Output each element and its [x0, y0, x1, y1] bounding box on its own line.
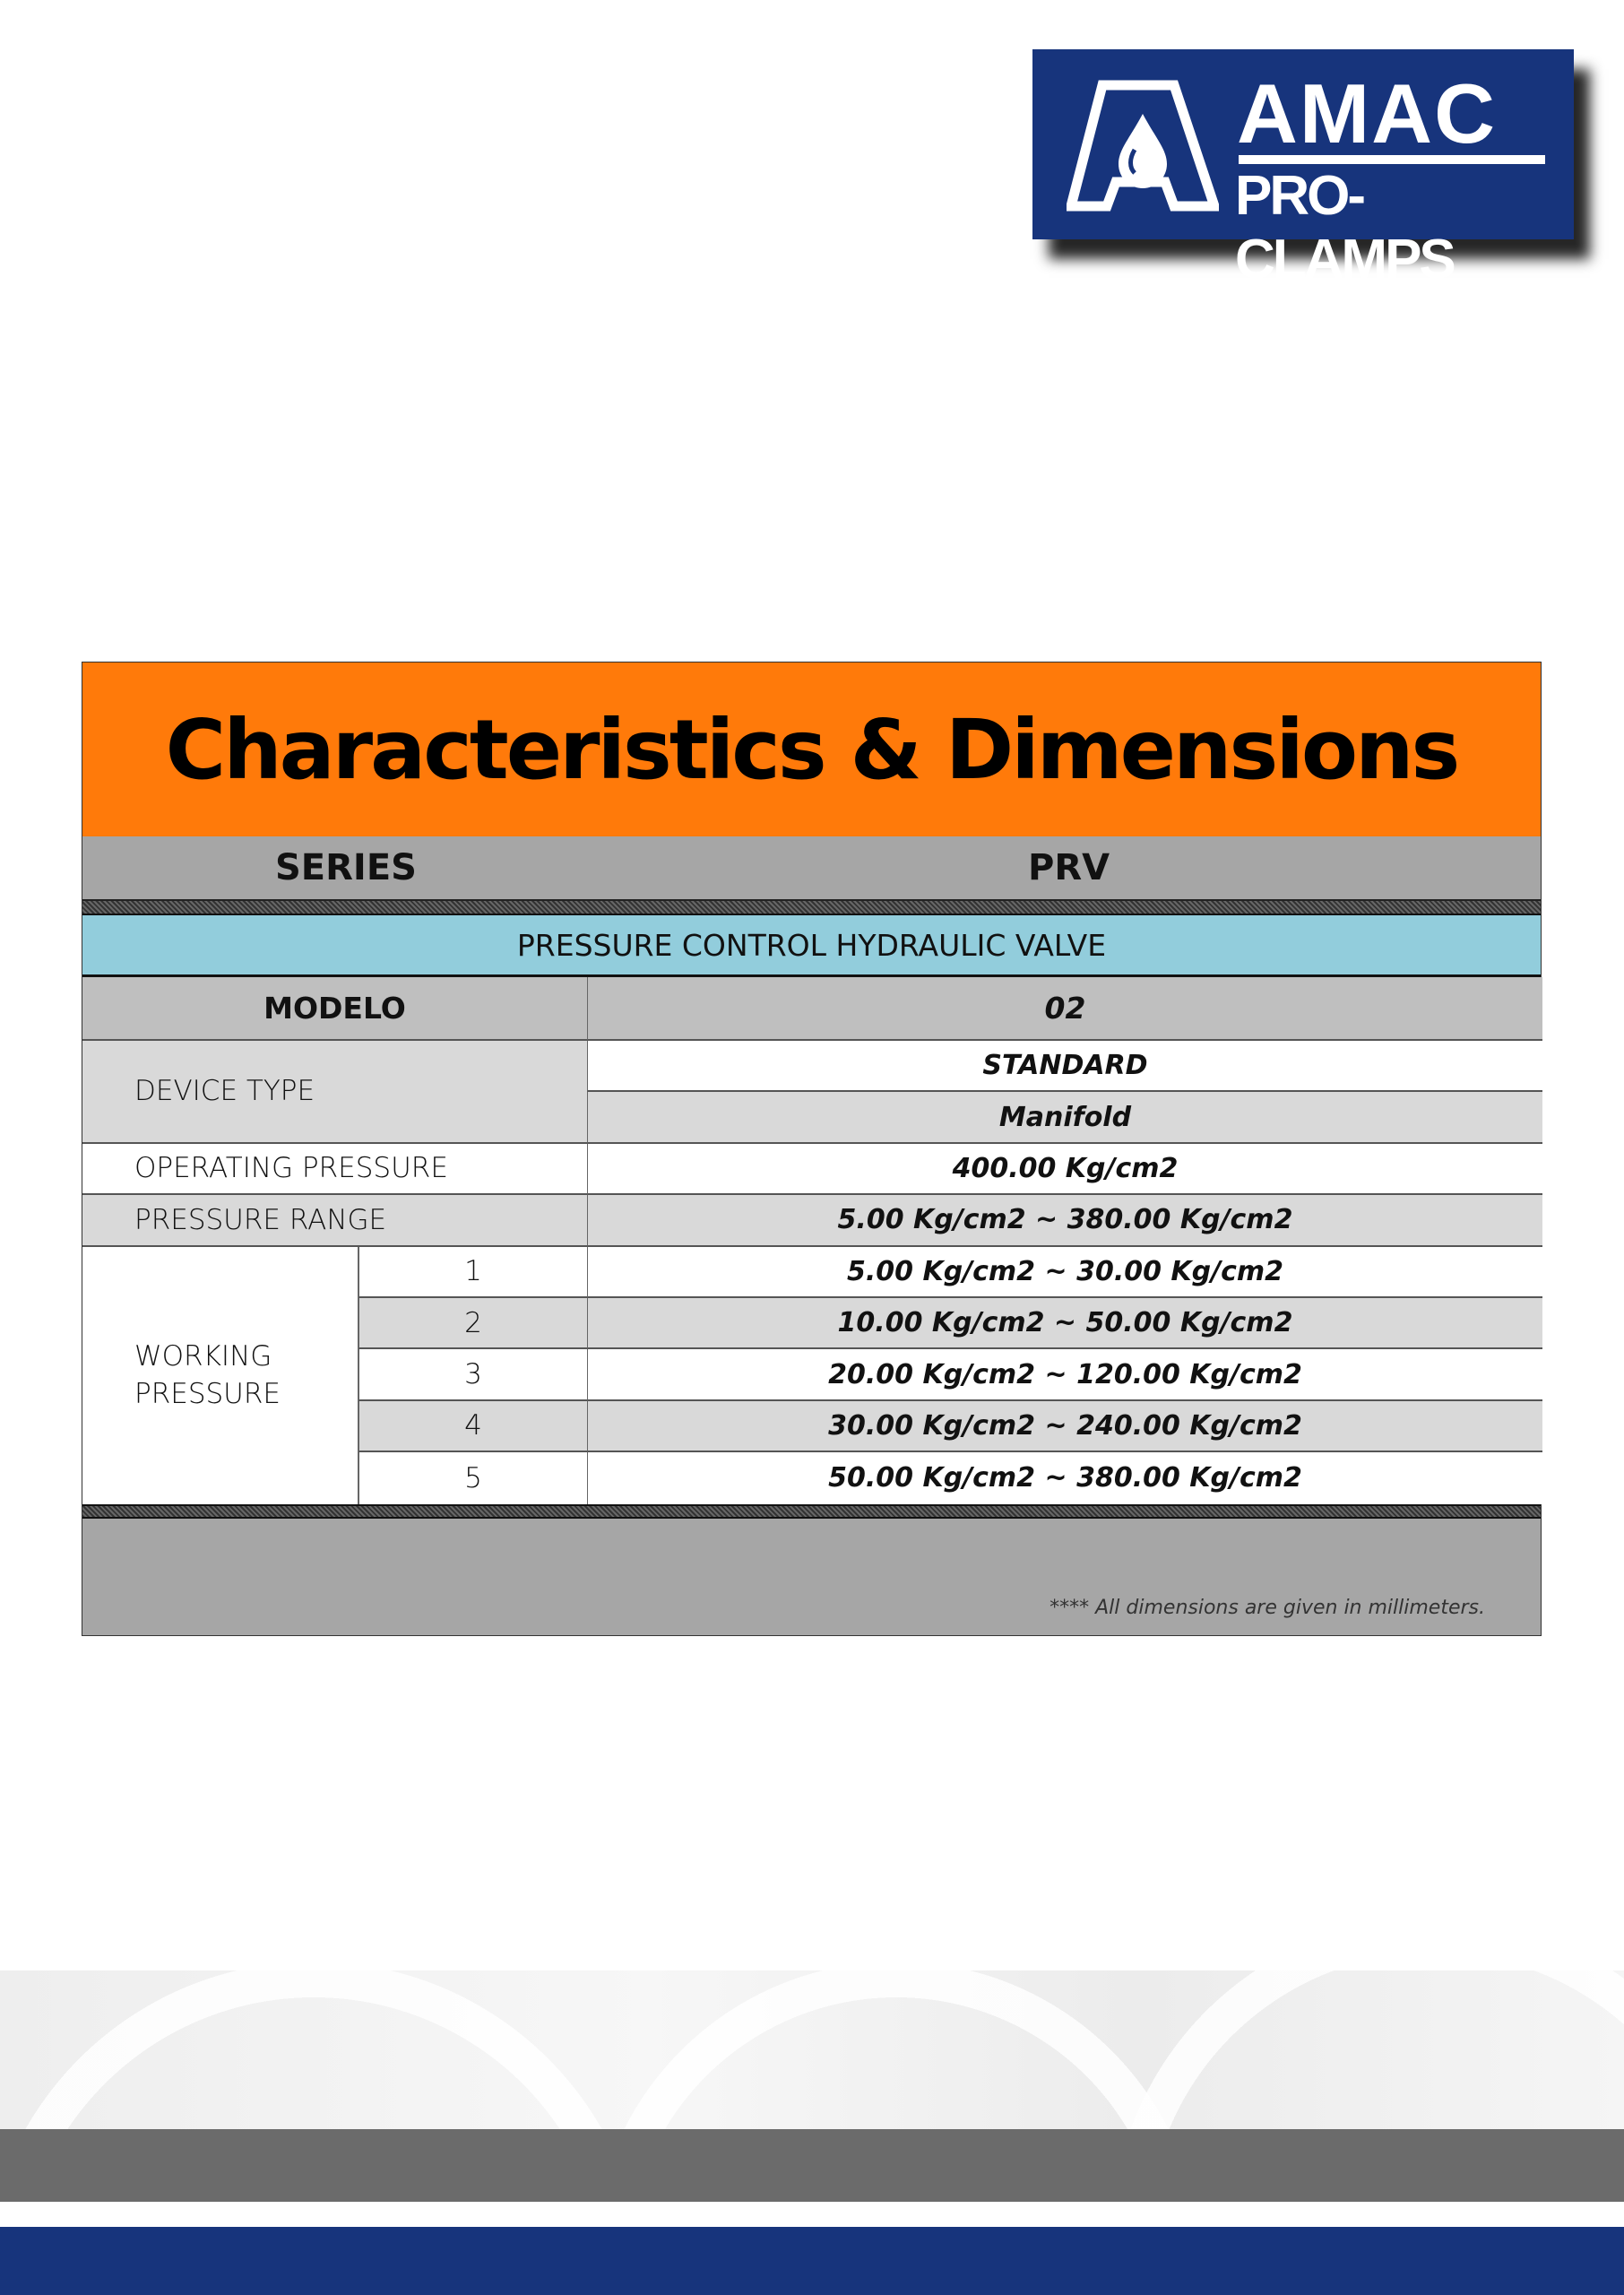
spec-grid: MODELO 02 DEVICE TYPE STANDARD Manifold … — [82, 977, 1542, 1247]
device-type-standard: STANDARD — [587, 1041, 1542, 1093]
logo-text-amac: AMAC — [1237, 66, 1497, 160]
working-pressure-grid: WORKING PRESSURE 1 5.00 Kg/cm2 ~ 30.00 K… — [82, 1246, 1542, 1504]
series-row: SERIES PRV — [82, 836, 1541, 901]
device-type-manifold: Manifold — [587, 1092, 1542, 1144]
modelo-label: MODELO — [82, 977, 587, 1041]
logo-divider — [1239, 155, 1545, 164]
wp-row-1-value: 5.00 Kg/cm2 ~ 30.00 Kg/cm2 — [587, 1246, 1542, 1298]
table-title: Characteristics & Dimensions — [82, 663, 1541, 836]
device-type-label: DEVICE TYPE — [82, 1041, 587, 1144]
operating-pressure-label: OPERATING PRESSURE — [82, 1143, 587, 1196]
a-drop-logo-icon — [1067, 80, 1219, 212]
divider-band-bottom — [82, 1503, 1541, 1519]
amac-logo: AMAC PRO-CLAMPS — [1032, 49, 1574, 290]
divider-band — [82, 901, 1541, 915]
series-label: SERIES — [275, 847, 417, 888]
logo-text-pro-clamps: PRO-CLAMPS — [1235, 165, 1456, 290]
footer-navy-band — [0, 2227, 1624, 2295]
wp-row-5-number: 5 — [358, 1452, 587, 1504]
wp-row-3-value: 20.00 Kg/cm2 ~ 120.00 Kg/cm2 — [587, 1349, 1542, 1401]
decorative-background — [0, 1970, 1624, 2129]
working-pressure-label: WORKING PRESSURE — [82, 1246, 358, 1504]
wp-row-1-number: 1 — [358, 1246, 587, 1298]
product-name: PRESSURE CONTROL HYDRAULIC VALVE — [82, 915, 1541, 977]
characteristics-table: Characteristics & Dimensions SERIES PRV … — [82, 662, 1542, 1636]
dimensions-note: **** All dimensions are given in millime… — [1050, 1596, 1485, 1619]
wp-row-5-value: 50.00 Kg/cm2 ~ 380.00 Kg/cm2 — [587, 1452, 1542, 1504]
wp-row-3-number: 3 — [358, 1349, 587, 1401]
wp-row-4-number: 4 — [358, 1400, 587, 1453]
pressure-range-label: PRESSURE RANGE — [82, 1195, 587, 1247]
series-value: PRV — [1028, 847, 1110, 888]
pressure-range-value: 5.00 Kg/cm2 ~ 380.00 Kg/cm2 — [587, 1195, 1542, 1247]
table-footer: **** All dimensions are given in millime… — [82, 1518, 1541, 1635]
wp-row-2-number: 2 — [358, 1297, 587, 1350]
wp-row-4-value: 30.00 Kg/cm2 ~ 240.00 Kg/cm2 — [587, 1400, 1542, 1453]
operating-pressure-value: 400.00 Kg/cm2 — [587, 1143, 1542, 1196]
modelo-value: 02 — [587, 977, 1542, 1041]
wp-row-2-value: 10.00 Kg/cm2 ~ 50.00 Kg/cm2 — [587, 1297, 1542, 1350]
footer-grey-band — [0, 2129, 1624, 2202]
